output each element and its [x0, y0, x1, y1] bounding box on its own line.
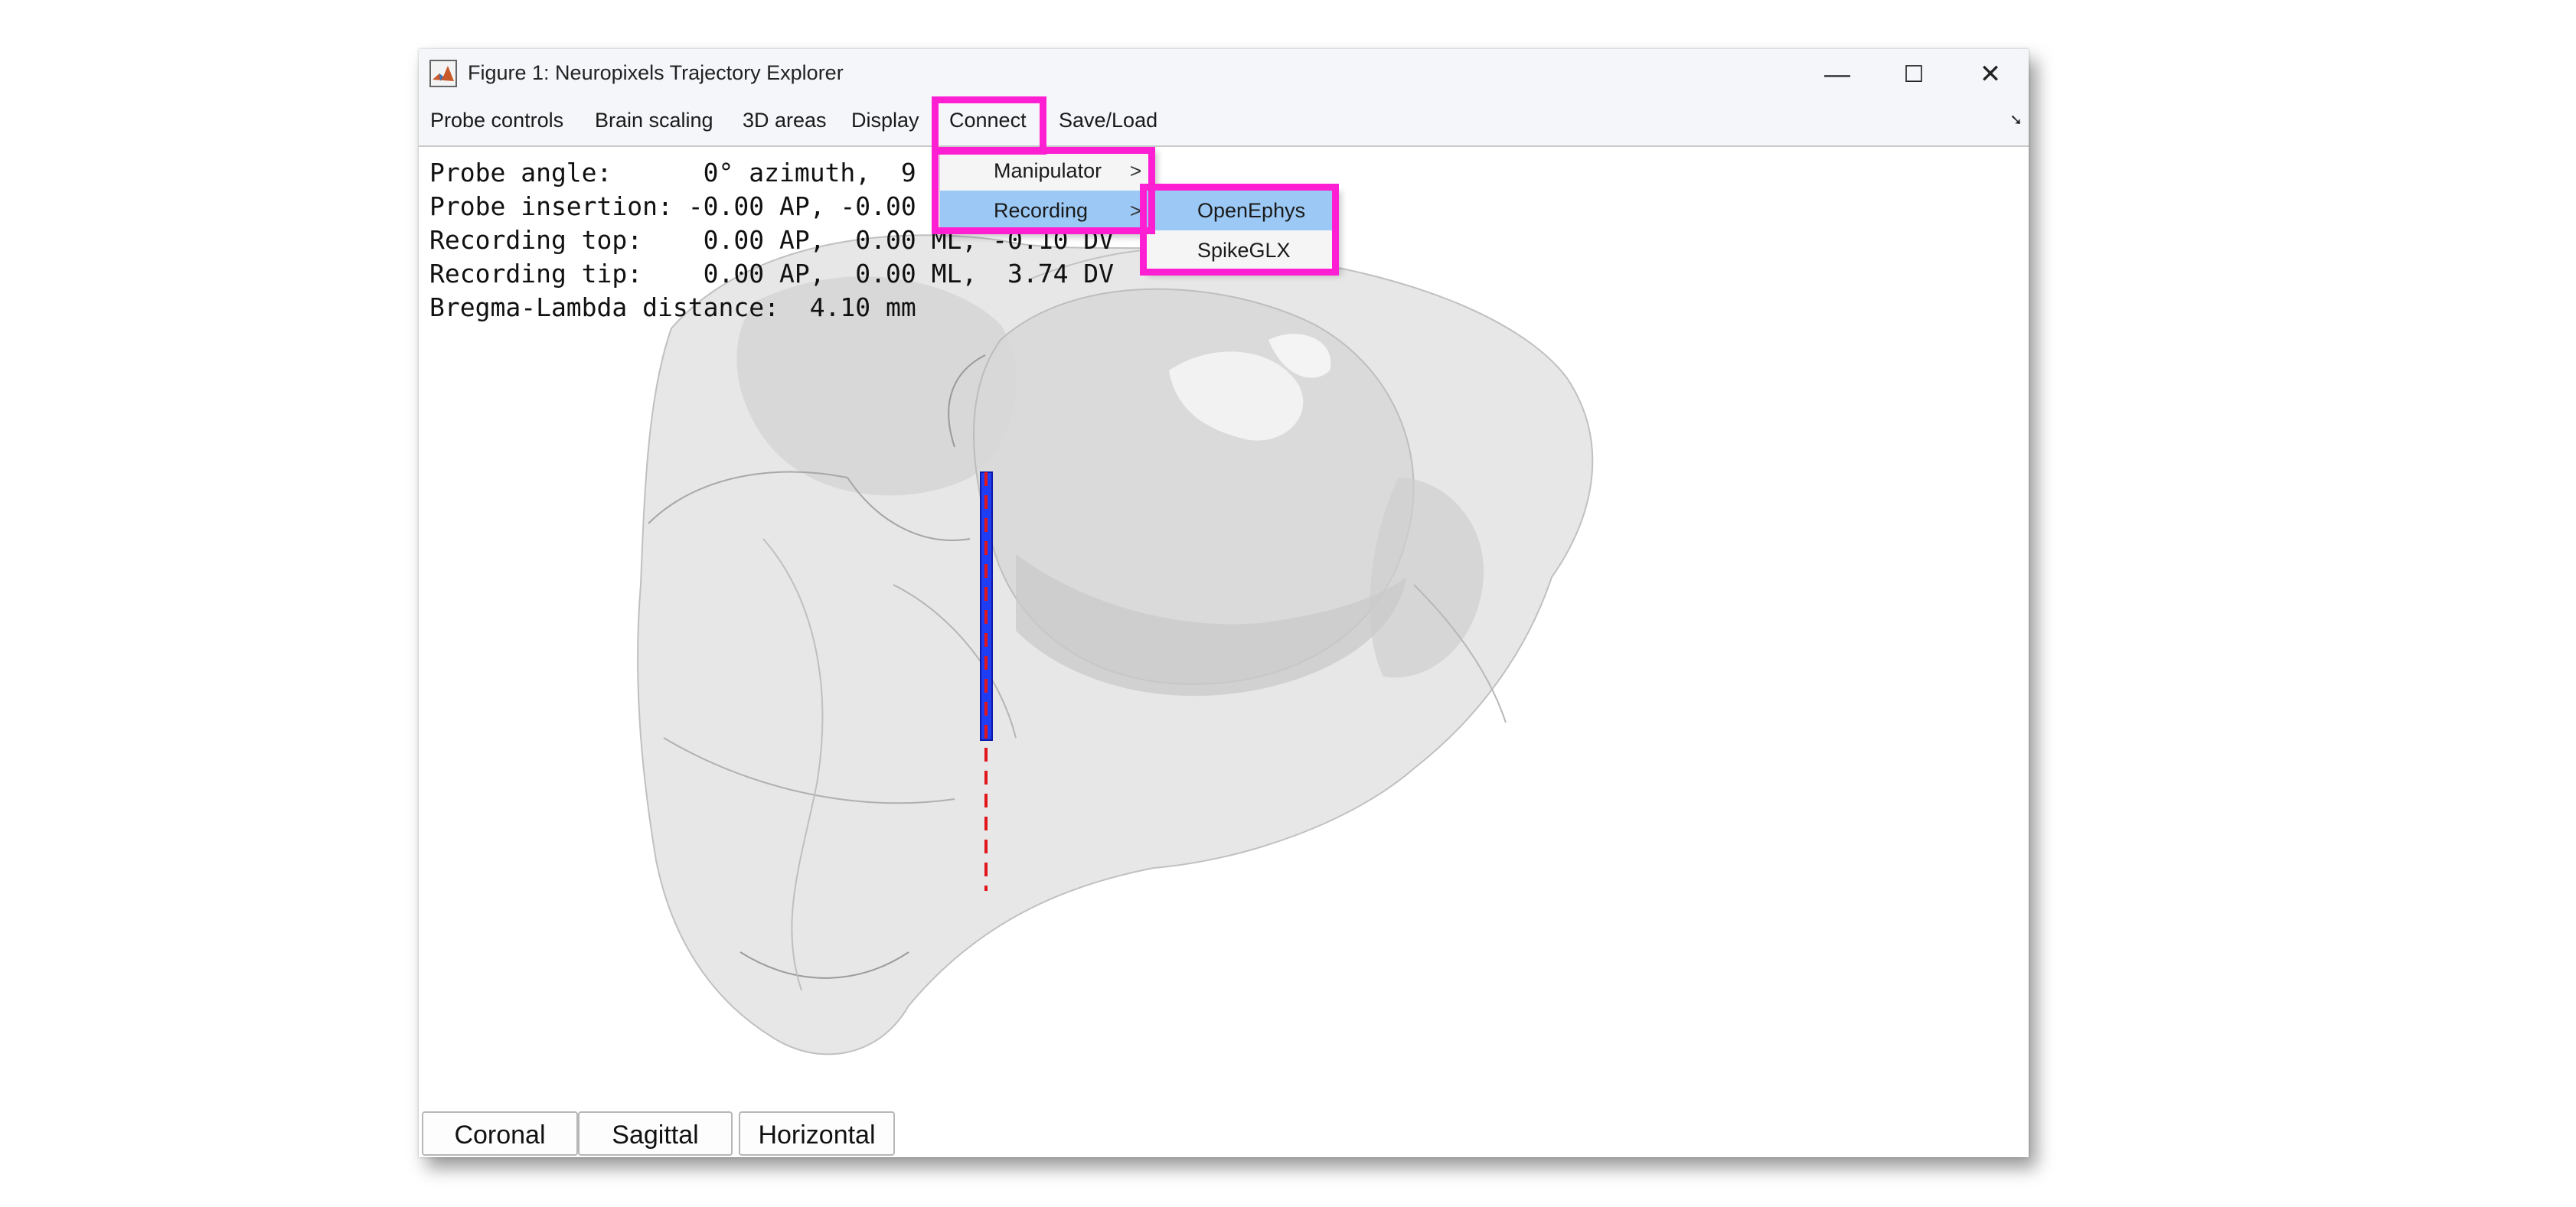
sagittal-view-button[interactable]: Sagittal — [578, 1111, 733, 1156]
probe-readout: Probe angle: 0° azimuth, 9 Probe inserti… — [429, 156, 1114, 325]
corner-arrow-icon: ➘ — [2010, 112, 2023, 129]
menu-connect[interactable]: Connect — [949, 109, 1027, 132]
menu-display[interactable]: Display — [851, 109, 919, 132]
maximize-button[interactable]: ☐ — [1903, 61, 1925, 87]
readout-angle: Probe angle: 0° azimuth, 9 — [429, 158, 916, 188]
menu-probe-controls[interactable]: Probe controls — [430, 109, 564, 132]
menu-item-recording-label: Recording — [994, 199, 1089, 222]
chevron-right-icon: > — [1130, 199, 1142, 222]
title-bar: Figure 1: Neuropixels Trajectory Explore… — [419, 49, 2029, 99]
minimize-button[interactable]: — — [1824, 59, 1850, 89]
connect-dropdown: Manipulator > Recording > — [939, 148, 1155, 234]
recording-submenu: OpenEphys SpikeGLX — [1146, 188, 1339, 272]
menu-brain-scaling[interactable]: Brain scaling — [595, 109, 713, 132]
matlab-icon — [429, 60, 457, 87]
readout-bregma-lambda: Bregma-Lambda distance: 4.10 mm — [429, 292, 916, 322]
probe-shank[interactable] — [980, 471, 993, 891]
submenu-item-spikeglx[interactable]: SpikeGLX — [1147, 230, 1338, 270]
brain-mesh — [637, 234, 1594, 1055]
close-button[interactable]: ✕ — [1979, 60, 2002, 89]
menu-item-recording[interactable]: Recording > — [940, 191, 1154, 230]
menu-item-manipulator[interactable]: Manipulator > — [940, 151, 1154, 191]
readout-insertion: Probe insertion: -0.00 AP, -0.00 — [429, 191, 916, 221]
submenu-item-openephys[interactable]: OpenEphys — [1147, 191, 1338, 230]
submenu-item-openephys-label: OpenEphys — [1197, 199, 1306, 222]
menu-item-manipulator-label: Manipulator — [994, 159, 1102, 182]
coronal-view-button[interactable]: Coronal — [422, 1111, 578, 1156]
submenu-item-spikeglx-label: SpikeGLX — [1197, 239, 1291, 262]
menu-bar — [419, 99, 2029, 147]
horizontal-view-button[interactable]: Horizontal — [739, 1111, 895, 1156]
menu-save-load[interactable]: Save/Load — [1059, 109, 1158, 132]
chevron-right-icon: > — [1130, 159, 1142, 182]
figure-window: Figure 1: Neuropixels Trajectory Explore… — [419, 49, 2029, 1157]
window-title: Figure 1: Neuropixels Trajectory Explore… — [468, 61, 844, 84]
menu-3d-areas[interactable]: 3D areas — [743, 109, 827, 132]
readout-recording-tip: Recording tip: 0.00 AP, 0.00 ML, 3.74 DV — [429, 259, 1115, 289]
brain-3d-view[interactable] — [419, 49, 2029, 1157]
